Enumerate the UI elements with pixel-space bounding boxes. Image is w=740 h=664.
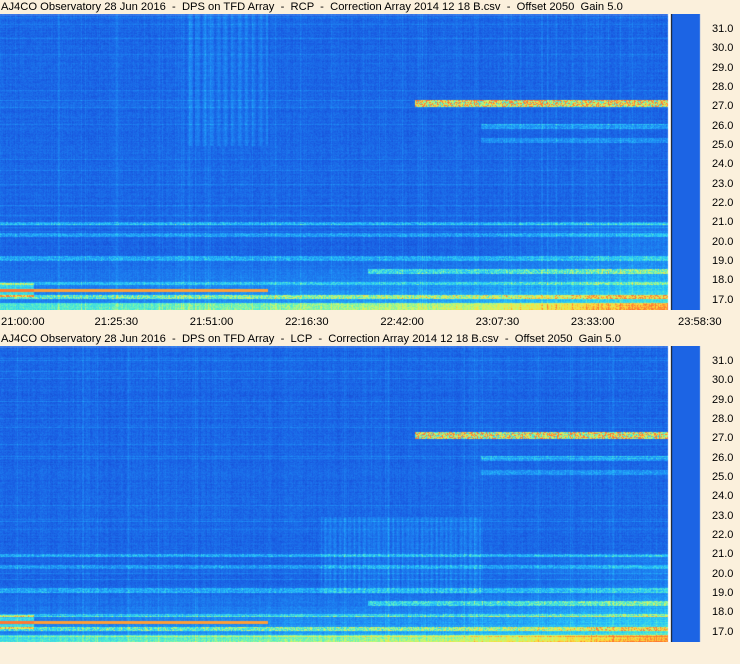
time-tick: 21:00:00 bbox=[1, 316, 45, 328]
time-tick: 23:07:30 bbox=[475, 316, 520, 328]
time-tick: 22:16:30 bbox=[285, 316, 329, 328]
lcp-freq-tick: 28.0 bbox=[712, 413, 734, 426]
rcp-freq-tick: 31.0 bbox=[712, 22, 734, 35]
time-tick: 21:25:30 bbox=[94, 316, 139, 328]
time-axis bbox=[0, 314, 740, 330]
chart-title-rcp: AJ4CO Observatory 28 Jun 2016 - DPS on T… bbox=[0, 0, 740, 14]
spectrogram-rcp bbox=[0, 14, 740, 310]
rcp-freq-tick: 27.0 bbox=[712, 100, 734, 113]
lcp-freq-tick: 31.0 bbox=[712, 354, 734, 367]
rcp-freq-tick: 24.0 bbox=[712, 158, 734, 171]
lcp-freq-tick: 19.0 bbox=[712, 587, 734, 600]
rcp-freq-tick: 21.0 bbox=[712, 216, 734, 229]
lcp-freq-tick: 29.0 bbox=[712, 393, 734, 406]
rcp-freq-tick: 20.0 bbox=[712, 235, 734, 248]
rcp-freq-tick: 29.0 bbox=[712, 61, 734, 74]
lcp-freq-tick: 22.0 bbox=[712, 529, 734, 542]
rcp-freq-tick: 25.0 bbox=[712, 139, 734, 152]
time-tick: 23:58:30 bbox=[678, 316, 722, 328]
lcp-freq-tick: 26.0 bbox=[712, 451, 734, 464]
lcp-freq-tick: 18.0 bbox=[712, 606, 734, 619]
time-tick: 21:51:00 bbox=[189, 316, 234, 328]
rcp-freq-tick: 22.0 bbox=[712, 197, 734, 210]
rcp-freq-tick: 30.0 bbox=[712, 42, 734, 55]
rcp-freq-tick: 28.0 bbox=[712, 81, 734, 94]
time-tick: 22:42:00 bbox=[380, 316, 424, 328]
time-tick: 23:33:00 bbox=[570, 316, 615, 328]
rcp-freq-tick: 17.0 bbox=[712, 293, 734, 306]
lcp-freq-tick: 25.0 bbox=[712, 471, 734, 484]
lcp-freq-tick: 17.0 bbox=[712, 625, 734, 638]
lcp-freq-tick: 30.0 bbox=[712, 374, 734, 387]
lcp-freq-tick: 21.0 bbox=[712, 548, 734, 561]
lcp-freq-tick: 27.0 bbox=[712, 432, 734, 445]
chart-title-lcp: AJ4CO Observatory 28 Jun 2016 - DPS on T… bbox=[0, 332, 740, 346]
rcp-freq-tick: 19.0 bbox=[712, 255, 734, 268]
lcp-freq-tick: 24.0 bbox=[712, 490, 734, 503]
rcp-freq-tick: 26.0 bbox=[712, 119, 734, 132]
lcp-freq-tick: 20.0 bbox=[712, 567, 734, 580]
rcp-freq-tick: 23.0 bbox=[712, 177, 734, 190]
lcp-freq-tick: 23.0 bbox=[712, 509, 734, 522]
rcp-freq-tick: 18.0 bbox=[712, 274, 734, 287]
spectrogram-lcp bbox=[0, 346, 740, 642]
